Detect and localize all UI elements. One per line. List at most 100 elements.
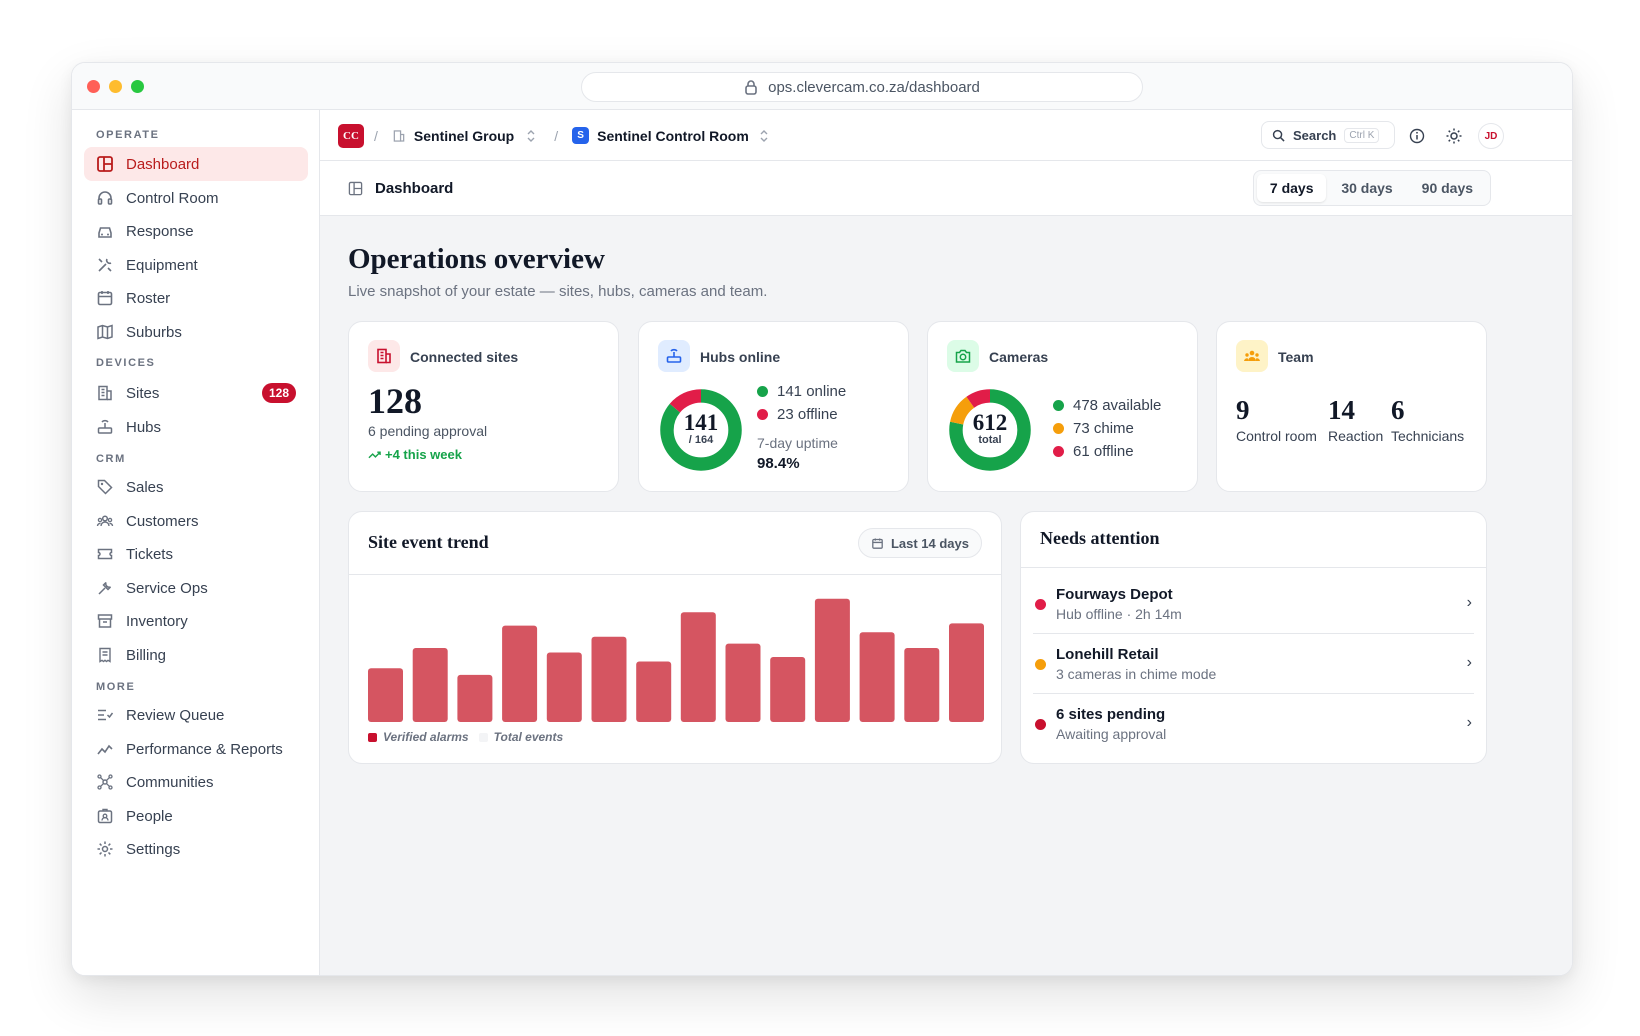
legend-total: Total events: [493, 730, 564, 744]
bar-day-8[interactable]: [680, 612, 716, 722]
wrench-icon: [98, 581, 112, 595]
chime-dot: [1053, 423, 1064, 434]
sidebar-item-label: People: [126, 807, 173, 825]
sidebar-item-settings[interactable]: Settings: [84, 832, 308, 866]
hubs-online-count: 141: [683, 410, 719, 435]
sidebar-item-people[interactable]: People: [84, 799, 308, 833]
cameras-legend-offline: 61 offline: [1053, 443, 1134, 460]
bar-day-13[interactable]: [904, 648, 940, 722]
bar-day-1[interactable]: [368, 668, 403, 722]
breadcrumb: CC / Sentinel Group / S Sentinel Control…: [338, 110, 769, 161]
bar-day-5[interactable]: [546, 652, 582, 723]
connected-sites-card[interactable]: Connected sites 128 6 pending approval +…: [348, 321, 619, 492]
minimize-window-button[interactable]: [109, 80, 122, 93]
lock-icon: [745, 80, 757, 95]
sidebar-item-tickets[interactable]: Tickets: [84, 537, 308, 571]
sidebar-item-inventory[interactable]: Inventory: [84, 604, 308, 638]
sidebar-item-communities[interactable]: Communities: [84, 765, 308, 799]
chevron-right-icon: ›: [1466, 594, 1472, 611]
sidebar-item-label: Communities: [126, 773, 214, 791]
cameras-legend-available: 478 available: [1053, 397, 1161, 414]
card-title: Connected sites: [410, 349, 519, 365]
browser-window: ops.clevercam.co.za/dashboard OPERATE Da…: [71, 62, 1573, 976]
sidebar-item-label: Sales: [126, 478, 164, 496]
range-30-days[interactable]: 30 days: [1341, 180, 1393, 196]
page-title: Dashboard: [348, 161, 453, 216]
bar-day-2[interactable]: [412, 648, 448, 722]
sidebar-item-billing[interactable]: Billing: [84, 638, 308, 672]
online-dot: [757, 386, 768, 397]
bar-day-9[interactable]: [725, 643, 761, 722]
needs-attention-card: Needs attention Fourways Depot Hub offli…: [1020, 511, 1487, 764]
sites-count-badge: 128: [261, 383, 296, 403]
sidebar-item-label: Roster: [126, 289, 171, 307]
attention-item[interactable]: Lonehill Retail 3 cameras in chime mode …: [1033, 634, 1474, 694]
maximize-window-button[interactable]: [131, 80, 144, 93]
search-button[interactable]: Search Ctrl K: [1261, 121, 1395, 149]
chevron-updown-icon: [527, 129, 535, 142]
bar-day-6[interactable]: [591, 636, 627, 722]
sidebar-item-response[interactable]: Response: [84, 214, 308, 248]
sidebar-item-customers[interactable]: Customers: [84, 504, 308, 538]
cameras-card[interactable]: Cameras 612 total 478 available 73 chime…: [927, 321, 1198, 492]
headset-icon: [97, 191, 113, 205]
close-window-button[interactable]: [87, 80, 100, 93]
sidebar-item-hubs[interactable]: Hubs: [84, 410, 308, 444]
team-label: Technicians: [1391, 428, 1465, 444]
bar-day-14[interactable]: [949, 623, 984, 722]
team-count: 6: [1391, 395, 1405, 425]
sidebar-item-review-queue[interactable]: Review Queue: [84, 698, 308, 732]
hubs-online-card[interactable]: Hubs online 141 / 164 141 online 23 offl…: [638, 321, 909, 492]
sidebar-item-label: Control Room: [126, 189, 219, 207]
info-icon[interactable]: [1409, 128, 1425, 144]
sidebar-item-sales[interactable]: Sales: [84, 470, 308, 504]
trend-range-button[interactable]: Last 14 days: [857, 528, 982, 558]
range-selector: 7 days 30 days 90 days: [1253, 170, 1491, 206]
bar-day-4[interactable]: [502, 625, 538, 722]
bar-day-3[interactable]: [457, 674, 493, 722]
attention-item-desc: Awaiting approval: [1056, 726, 1167, 742]
sidebar-item-label: Hubs: [126, 418, 162, 436]
org-switcher[interactable]: Sentinel Group: [392, 128, 536, 144]
hubs-legend-online: 141 online: [757, 383, 846, 400]
url-text: ops.clevercam.co.za/dashboard: [768, 78, 980, 96]
hubs-total: / 164: [688, 434, 714, 446]
range-90-days[interactable]: 90 days: [1421, 180, 1474, 196]
sidebar-item-dashboard[interactable]: Dashboard: [84, 147, 308, 181]
trend-range-label: Last 14 days: [890, 535, 969, 551]
sidebar-item-label: Review Queue: [126, 706, 225, 724]
sidebar-item-performance[interactable]: Performance & Reports: [84, 732, 308, 766]
team-card[interactable]: Team 9 Control room 14 Reaction 6 Techni…: [1216, 321, 1487, 492]
bar-day-7[interactable]: [636, 661, 672, 723]
address-bar[interactable]: ops.clevercam.co.za/dashboard: [581, 72, 1143, 102]
sidebar-item-sites[interactable]: Sites 128: [84, 376, 308, 410]
sidebar-item-equipment[interactable]: Equipment: [84, 248, 308, 282]
attention-item[interactable]: Fourways Depot Hub offline · 2h 14m ›: [1033, 574, 1474, 634]
attention-item[interactable]: 6 sites pending Awaiting approval ›: [1033, 694, 1474, 754]
section-operate: OPERATE: [96, 129, 160, 141]
bar-day-10[interactable]: [770, 657, 806, 722]
range-7-days[interactable]: 7 days: [1257, 174, 1327, 202]
status-dot: [1035, 719, 1046, 730]
sun-icon[interactable]: [1445, 127, 1463, 145]
sidebar-item-suburbs[interactable]: Suburbs: [84, 315, 308, 349]
tools-icon: [98, 258, 112, 272]
bar-day-12[interactable]: [859, 632, 895, 722]
sidebar-item-control-room[interactable]: Control Room: [84, 181, 308, 215]
tag-icon: [97, 479, 113, 495]
bar-day-11[interactable]: [814, 598, 850, 722]
brand-logo[interactable]: CC: [338, 123, 364, 148]
org-name: Sentinel Group: [413, 127, 515, 144]
sidebar-item-roster[interactable]: Roster: [84, 281, 308, 315]
sidebar-item-service-ops[interactable]: Service Ops: [84, 571, 308, 605]
user-avatar[interactable]: JD: [1478, 123, 1504, 149]
search-label: Search: [1293, 127, 1337, 143]
sidebar-item-label: Inventory: [126, 612, 188, 630]
room-switcher[interactable]: S Sentinel Control Room: [572, 127, 769, 144]
attention-item-title: 6 sites pending: [1056, 706, 1166, 723]
calendar-icon: [872, 537, 883, 549]
router-icon: [658, 340, 690, 372]
section-devices: DEVICES: [96, 357, 156, 369]
uptime-label: 7-day uptime: [757, 435, 838, 451]
sidebar: OPERATE Dashboard Control Room Response …: [72, 110, 320, 975]
